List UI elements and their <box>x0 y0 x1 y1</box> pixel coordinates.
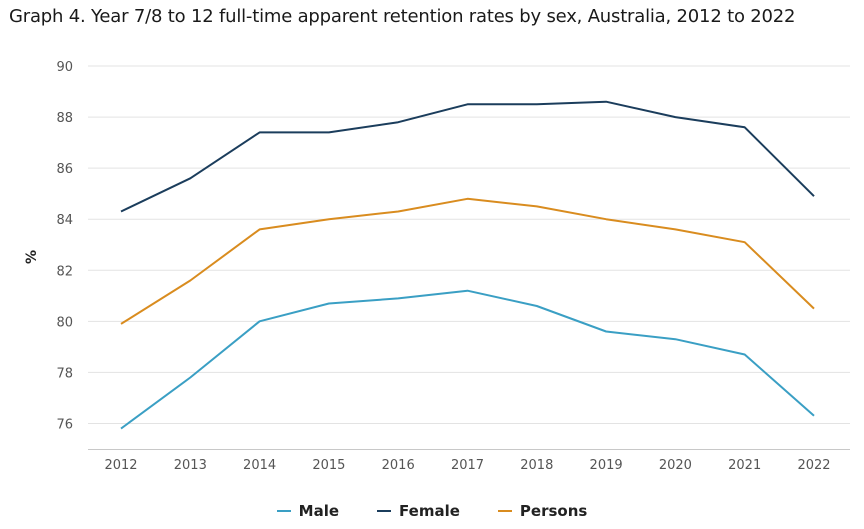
y-axis-label: % <box>24 250 40 264</box>
legend-item-persons[interactable]: Persons <box>497 502 588 520</box>
x-tick-label: 2017 <box>451 458 484 473</box>
x-tick-label: 2022 <box>797 458 830 473</box>
x-axis-ticks: 2012 2013 2014 2015 2016 2017 2018 2019 2020 2021… <box>104 458 830 473</box>
y-tick-label: 78 <box>56 366 73 381</box>
legend-label: Persons <box>519 502 588 520</box>
y-tick-label: 90 <box>56 60 73 75</box>
y-tick-label: 88 <box>56 111 73 126</box>
x-tick-label: 2019 <box>590 458 623 473</box>
x-tick-label: 2018 <box>520 458 553 473</box>
chart-title: Graph 4. Year 7/8 to 12 full-time appare… <box>9 6 796 27</box>
y-axis-ticks: 76 78 80 82 84 86 88 90 <box>56 60 73 432</box>
y-tick-label: 82 <box>56 264 73 279</box>
legend-item-female[interactable]: Female <box>377 502 460 520</box>
legend-item-male[interactable]: Male <box>276 502 340 520</box>
grid-lines <box>88 65 850 450</box>
x-tick-label: 2016 <box>382 458 415 473</box>
legend: Male Female Persons <box>0 502 864 520</box>
series-line-female <box>120 100 815 213</box>
x-tick-label: 2012 <box>104 458 137 473</box>
y-tick-label: 80 <box>56 315 73 330</box>
series-line-persons <box>120 197 815 325</box>
legend-swatch <box>276 510 291 512</box>
x-tick-label: 2013 <box>174 458 207 473</box>
series-lines <box>120 100 815 430</box>
y-tick-label: 76 <box>56 417 73 432</box>
x-tick-label: 2021 <box>728 458 761 473</box>
legend-label: Female <box>399 502 460 520</box>
x-tick-label: 2015 <box>312 458 345 473</box>
x-tick-label: 2014 <box>243 458 276 473</box>
legend-swatch <box>497 510 512 512</box>
legend-label: Male <box>298 502 340 520</box>
y-tick-label: 84 <box>56 213 73 228</box>
series-line-male <box>120 289 815 430</box>
x-tick-label: 2020 <box>659 458 692 473</box>
legend-swatch <box>377 510 392 512</box>
y-tick-label: 86 <box>56 162 73 177</box>
